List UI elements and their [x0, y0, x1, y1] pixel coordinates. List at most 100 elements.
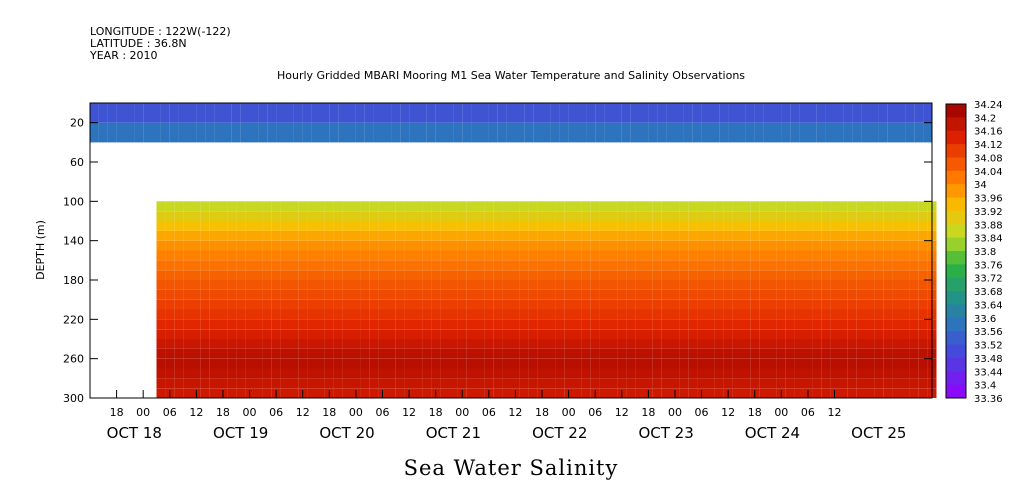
deep-cell [369, 270, 379, 280]
deep-cell [741, 358, 751, 369]
deep-cell [449, 260, 458, 271]
surface-cell [825, 122, 835, 143]
deep-cell [422, 299, 432, 310]
surface-cell [373, 103, 383, 123]
deep-cell [865, 339, 875, 349]
deep-cell [307, 201, 316, 212]
deep-cell [590, 221, 600, 231]
surface-cell [816, 103, 826, 123]
deep-cell [183, 270, 192, 280]
deep-cell [652, 270, 662, 280]
deep-cell [218, 348, 228, 359]
deep-cell [643, 250, 653, 261]
deep-cell [555, 201, 565, 212]
deep-cell [785, 339, 795, 349]
surface-cell [285, 103, 294, 123]
deep-cell [431, 368, 441, 379]
deep-cell [183, 329, 192, 339]
deep-cell [697, 289, 706, 300]
deep-cell [262, 378, 272, 389]
deep-cell [555, 299, 565, 310]
deep-cell [670, 250, 680, 261]
deep-cell [608, 289, 618, 300]
deep-cell [768, 378, 777, 389]
colorbar-swatch [946, 184, 966, 199]
colorbar-label: 33.84 [974, 234, 1003, 245]
deep-cell [768, 280, 777, 290]
surface-cell [666, 122, 675, 143]
deep-cell [245, 289, 254, 300]
deep-cell [608, 270, 618, 280]
year-label: YEAR : 2010 [89, 49, 158, 62]
deep-cell [165, 348, 175, 359]
deep-cell [768, 388, 777, 398]
deep-cell [466, 309, 476, 320]
surface-cell [302, 103, 312, 123]
deep-cell [174, 339, 184, 349]
deep-cell [901, 211, 910, 221]
deep-cell [901, 388, 910, 398]
deep-cell [874, 240, 884, 251]
colorbar-label: 33.44 [974, 367, 1003, 378]
deep-cell [599, 211, 609, 221]
deep-cell [759, 368, 769, 379]
deep-cell [714, 270, 724, 280]
deep-cell [307, 299, 316, 310]
surface-cell [258, 103, 268, 123]
surface-cell [214, 122, 223, 143]
deep-cell [236, 221, 246, 231]
deep-cell [227, 358, 237, 369]
deep-cell [431, 299, 441, 310]
deep-cell [883, 329, 893, 339]
deep-cell [830, 299, 839, 310]
deep-cell [431, 348, 441, 359]
deep-cell [608, 201, 618, 212]
surface-cell [285, 122, 294, 143]
deep-cell [812, 250, 822, 261]
deep-cell [191, 260, 201, 271]
deep-cell [324, 348, 334, 359]
deep-cell [183, 309, 192, 320]
surface-cell [373, 122, 383, 143]
deep-cell [750, 230, 760, 241]
deep-cell [519, 368, 529, 379]
surface-cell [763, 122, 773, 143]
deep-cell [200, 329, 210, 339]
deep-cell [422, 319, 432, 330]
deep-cell [165, 339, 175, 349]
deep-cell [874, 378, 884, 389]
surface-cell [134, 103, 144, 123]
deep-cell [191, 309, 201, 320]
deep-cell [768, 201, 777, 212]
deep-cell [679, 250, 689, 261]
deep-cell [546, 348, 556, 359]
deep-cell [768, 319, 777, 330]
deep-cell [785, 348, 795, 359]
deep-cell [360, 368, 370, 379]
colorbar-label: 33.52 [974, 341, 1003, 352]
deep-cell [236, 280, 246, 290]
deep-cell [466, 221, 476, 231]
deep-cell [245, 339, 254, 349]
deep-cell [546, 329, 556, 339]
deep-cell [581, 250, 591, 261]
deep-cell [236, 358, 246, 369]
deep-cell [449, 289, 458, 300]
deep-cell [918, 329, 928, 339]
surface-cell [666, 103, 675, 123]
surface-cell [258, 122, 268, 143]
surface-cell [364, 122, 374, 143]
deep-cell [856, 240, 866, 251]
deep-cell [865, 309, 875, 320]
deep-cell [324, 230, 334, 241]
deep-cell [688, 339, 698, 349]
deep-cell [165, 319, 175, 330]
deep-cell [750, 309, 760, 320]
deep-cell [449, 358, 458, 369]
deep-cell [892, 201, 901, 212]
deep-cell [847, 221, 857, 231]
deep-cell [254, 289, 263, 300]
deep-cell [183, 388, 192, 398]
deep-cell [484, 270, 494, 280]
deep-cell [909, 388, 919, 398]
